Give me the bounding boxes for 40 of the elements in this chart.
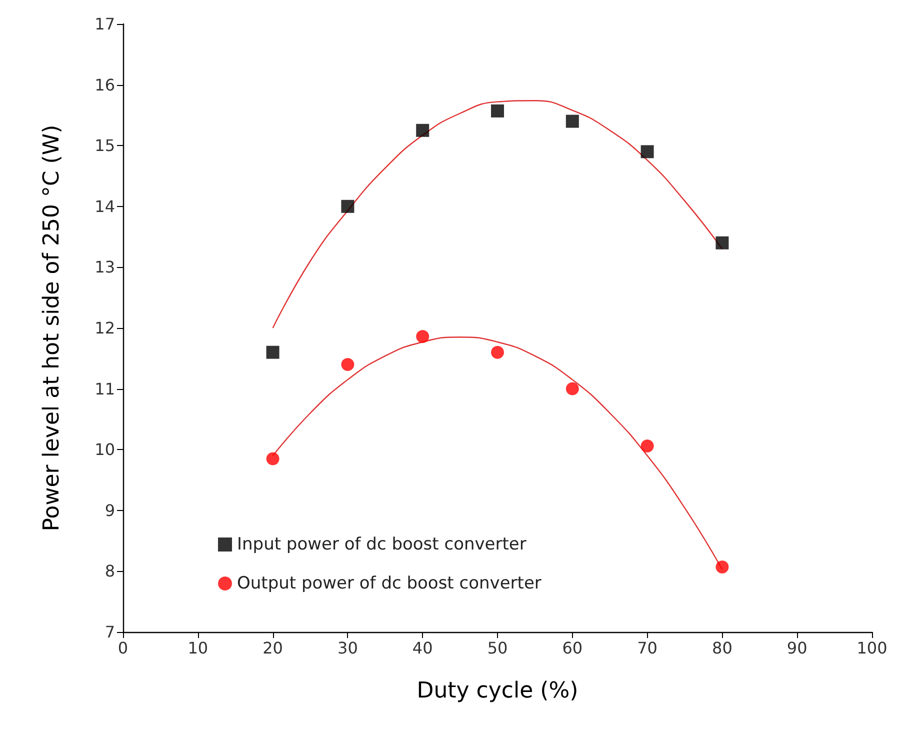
point — [416, 124, 430, 137]
y-tick-label: 8 — [104, 562, 115, 581]
y-tick-label: 16 — [94, 75, 115, 94]
y-tick-label: 15 — [94, 136, 115, 156]
point — [716, 236, 729, 250]
point — [266, 452, 280, 466]
point — [566, 114, 579, 128]
x-tick-label: 90 — [786, 638, 808, 658]
x-tick-label: 10 — [188, 638, 208, 658]
y-tick-label: 12 — [94, 318, 115, 338]
x-tick-label: 80 — [712, 638, 732, 658]
y-tick-label: 7 — [104, 622, 115, 642]
point — [566, 382, 579, 396]
point — [640, 145, 654, 158]
x-tick-label: 30 — [338, 638, 358, 658]
x-tick-label: 20 — [262, 638, 283, 658]
point — [491, 346, 504, 359]
x-tick-label: 0 — [118, 638, 128, 658]
y-tick-label: 10 — [94, 440, 115, 460]
y-tick-label: 11 — [94, 379, 115, 398]
x-tick-label: 40 — [412, 638, 433, 658]
legend-label: Output power of dc boost converter — [237, 574, 542, 594]
point — [491, 104, 504, 118]
y-axis-title: Power level at hot side of 250 °C (W) — [40, 124, 64, 532]
point — [640, 439, 654, 452]
x-tick-label: 60 — [562, 638, 583, 658]
x-tick-label: 100 — [856, 638, 888, 658]
point — [266, 346, 280, 359]
y-tick-label: 9 — [104, 500, 115, 520]
legend-label: Input power of dc boost converter — [237, 534, 526, 554]
x-axis-title: Duty cycle (%) — [416, 678, 578, 704]
x-tick-label: 70 — [637, 638, 658, 658]
x-tick-label: 50 — [487, 638, 508, 658]
point — [716, 560, 729, 574]
y-tick-label: 13 — [94, 258, 115, 277]
point — [341, 358, 354, 371]
y-tick-label: 14 — [94, 196, 115, 216]
y-tick-label: 17 — [94, 14, 115, 34]
point — [341, 200, 354, 213]
point — [416, 330, 430, 344]
